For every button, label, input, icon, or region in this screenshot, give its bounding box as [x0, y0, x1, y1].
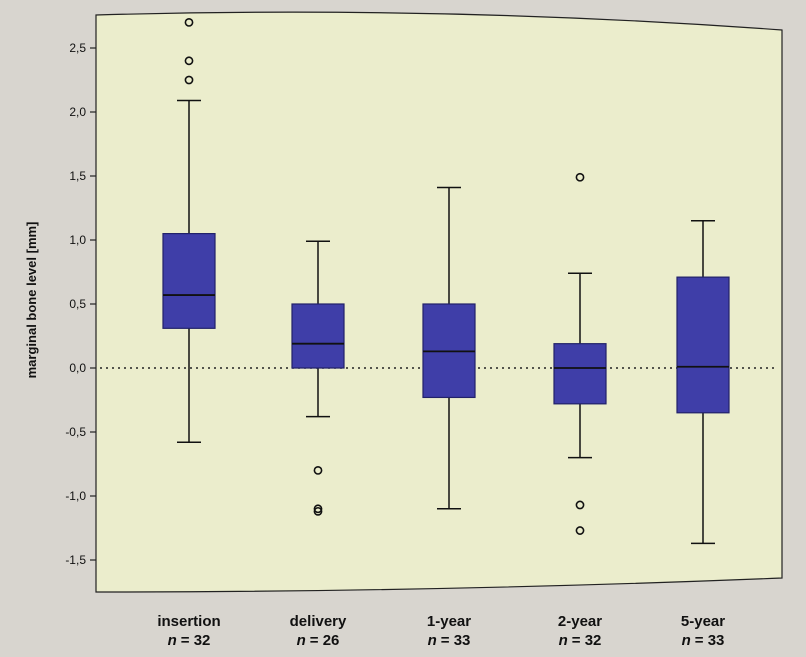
box-group-2-year [553, 172, 607, 535]
y-tick-label: 1,5 [69, 169, 86, 183]
n-value: = 32 [572, 632, 602, 649]
sample-size-label: n = 26 [297, 632, 340, 649]
n-symbol: n [428, 632, 437, 649]
n-value: = 26 [310, 632, 340, 649]
box-group-1-year [422, 186, 476, 510]
x-category-label: 5-year [681, 613, 725, 630]
outlier-point [313, 506, 323, 516]
n-value: = 33 [441, 632, 471, 649]
outlier-point [313, 465, 323, 475]
y-tick-label: -1,5 [65, 553, 86, 567]
y-tick-label: 2,5 [69, 41, 86, 55]
n-value: = 33 [695, 632, 725, 649]
outlier-point [575, 500, 585, 510]
sample-size-label: n = 32 [559, 632, 602, 649]
iqr-box [676, 276, 730, 414]
outlier-point [575, 172, 585, 182]
box-group-delivery [291, 240, 345, 516]
box-group-insertion [162, 17, 216, 443]
iqr-box [553, 343, 607, 405]
y-tick-label: 1,0 [69, 233, 86, 247]
n-symbol: n [297, 632, 306, 649]
y-tick-label: -1,0 [65, 489, 86, 503]
outlier-point [184, 75, 194, 85]
y-axis: 2,5 2,0 1,5 1,0 0,5 0,0 -0,5 -1,0 -1,5 [65, 41, 96, 567]
iqr-box [162, 233, 216, 329]
sample-size-label: n = 32 [168, 632, 211, 649]
x-category-label: delivery [290, 613, 347, 630]
sample-size-label: n = 33 [428, 632, 471, 649]
y-tick-label: -0,5 [65, 425, 86, 439]
n-symbol: n [682, 632, 691, 649]
iqr-box [291, 303, 345, 369]
box-groups [162, 17, 730, 545]
n-symbol: n [559, 632, 568, 649]
y-tick-label: 0,0 [69, 361, 86, 375]
box-group-5-year [676, 220, 730, 545]
outlier-point [184, 17, 194, 27]
y-tick-label: 0,5 [69, 297, 86, 311]
n-symbol: n [168, 632, 177, 649]
outlier-point [313, 504, 323, 514]
y-axis-title: marginal bone level [mm] [24, 222, 39, 379]
outlier-point [184, 56, 194, 66]
sample-size-label: n = 33 [682, 632, 725, 649]
x-category-label: 2-year [558, 613, 602, 630]
outlier-point [575, 526, 585, 535]
y-tick-label: 2,0 [69, 105, 86, 119]
plot-area [95, 11, 783, 593]
x-category-label: insertion [157, 613, 220, 630]
x-category-label: 1-year [427, 613, 471, 630]
n-value: = 32 [181, 632, 211, 649]
